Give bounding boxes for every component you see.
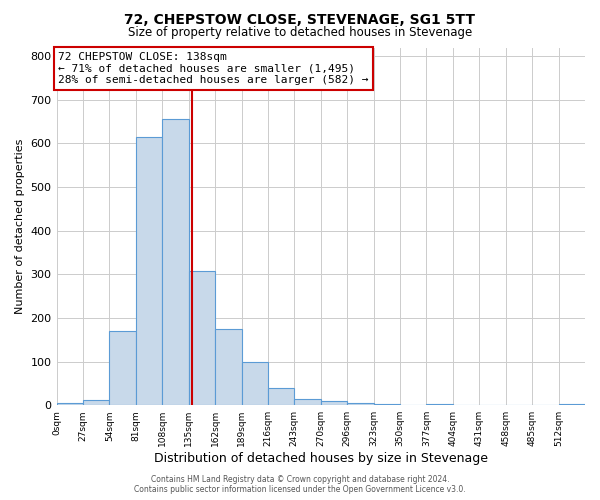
Text: Size of property relative to detached houses in Stevenage: Size of property relative to detached ho…: [128, 26, 472, 39]
Y-axis label: Number of detached properties: Number of detached properties: [15, 138, 25, 314]
Bar: [56, 403, 83, 405]
Bar: [242, 362, 268, 405]
Text: Contains HM Land Registry data © Crown copyright and database right 2024.
Contai: Contains HM Land Registry data © Crown c…: [134, 474, 466, 494]
Text: 72 CHEPSTOW CLOSE: 138sqm
← 71% of detached houses are smaller (1,495)
28% of se: 72 CHEPSTOW CLOSE: 138sqm ← 71% of detac…: [58, 52, 369, 85]
Bar: [215, 329, 242, 405]
Bar: [109, 331, 136, 405]
Bar: [374, 404, 400, 405]
Bar: [559, 404, 585, 405]
Bar: [83, 400, 109, 405]
Bar: [427, 404, 453, 405]
Bar: [162, 120, 188, 405]
Text: 72, CHEPSTOW CLOSE, STEVENAGE, SG1 5TT: 72, CHEPSTOW CLOSE, STEVENAGE, SG1 5TT: [125, 12, 476, 26]
Bar: [321, 401, 347, 405]
Bar: [347, 403, 374, 405]
Bar: [188, 271, 215, 405]
Bar: [268, 388, 295, 405]
Bar: [295, 398, 321, 405]
X-axis label: Distribution of detached houses by size in Stevenage: Distribution of detached houses by size …: [154, 452, 488, 465]
Bar: [136, 137, 162, 405]
